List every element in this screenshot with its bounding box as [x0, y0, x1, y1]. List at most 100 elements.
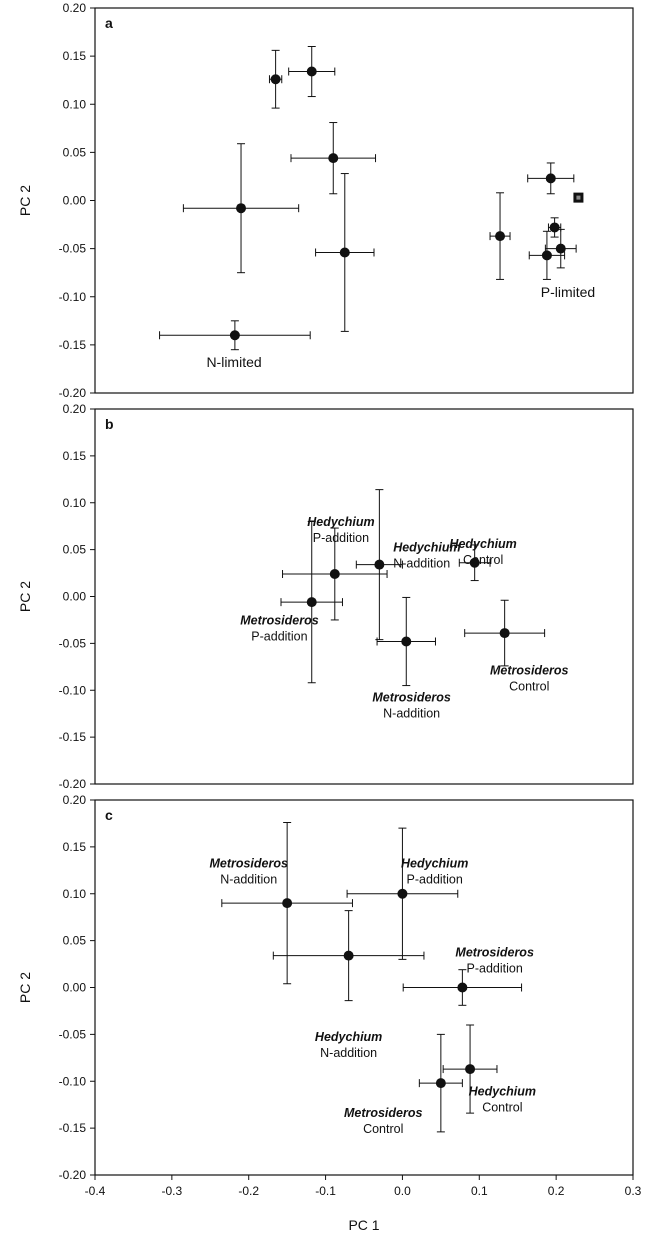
annotation-treatment: P-addition — [251, 630, 307, 644]
annotation-species: Hedychium — [449, 537, 516, 551]
x-tick-label: -0.2 — [238, 1184, 259, 1198]
panel-letter: b — [105, 416, 114, 432]
data-point-group — [282, 527, 388, 621]
data-point-square-inner — [576, 195, 581, 200]
annotation-species: Metrosideros — [372, 691, 451, 705]
y-tick-label: 0.20 — [63, 1, 87, 15]
y-tick-label: 0.05 — [63, 145, 87, 159]
data-point — [270, 74, 281, 85]
annotation-treatment: N-addition — [393, 557, 450, 571]
x-tick-label: 0.0 — [394, 1184, 411, 1198]
data-point-group — [402, 969, 523, 1006]
y-axis-label: PC 2 — [17, 185, 33, 216]
data-point — [549, 222, 560, 233]
y-tick-label: -0.10 — [59, 290, 87, 304]
data-point-group — [464, 599, 546, 667]
annotation-species: Metrosideros — [240, 614, 319, 628]
annotation-species: Metrosideros — [455, 946, 534, 960]
y-tick-label: -0.15 — [59, 338, 87, 352]
data-point — [435, 1078, 446, 1089]
data-point — [555, 243, 566, 254]
data-point — [374, 559, 385, 570]
data-point — [229, 330, 240, 341]
panel-letter: a — [105, 15, 113, 31]
y-tick-label: 0.20 — [63, 793, 87, 807]
data-point-group — [288, 46, 336, 98]
y-tick-label: 0.05 — [63, 543, 87, 557]
data-point-group — [458, 544, 491, 582]
data-point-group — [544, 228, 577, 269]
y-tick-label: 0.15 — [63, 49, 87, 63]
y-axis-label: PC 2 — [17, 581, 33, 612]
x-axis-label: PC 1 — [348, 1217, 379, 1233]
annotation-species: Hedychium — [315, 1030, 382, 1044]
annotation-species: Hedychium — [393, 541, 460, 555]
annotation-species: Metrosideros — [490, 663, 569, 677]
y-tick-label: -0.05 — [59, 636, 87, 650]
annotation-treatment: P-addition — [467, 962, 523, 976]
y-tick-label: -0.05 — [59, 1027, 87, 1041]
y-tick-label: 0.00 — [63, 194, 87, 208]
data-point-group — [159, 320, 311, 351]
data-point — [339, 247, 350, 258]
data-point-group — [290, 122, 377, 195]
data-point-group — [376, 596, 436, 687]
data-point-group — [280, 521, 343, 684]
y-tick-label: -0.15 — [59, 730, 87, 744]
data-point-group — [221, 822, 353, 985]
y-tick-label: -0.10 — [59, 1074, 87, 1088]
data-point — [282, 898, 293, 909]
data-point — [499, 628, 510, 639]
data-point — [329, 569, 340, 579]
plot-frame — [94, 408, 634, 785]
data-point-group — [268, 49, 283, 109]
data-point — [236, 203, 247, 214]
y-tick-label: -0.20 — [59, 1168, 87, 1182]
panel-a: 0.20 0.15 0.10 0.05 0.00 -0.05 -0.10 -0.15 -0.20… — [17, 1, 634, 400]
data-point — [469, 557, 480, 568]
panel-b: 0.20 0.15 0.10 0.05 0.00 -0.05 -0.10 -0.15 -0.20… — [17, 402, 634, 791]
data-point — [306, 597, 317, 608]
data-point — [457, 982, 468, 993]
annotation-treatment: P-addition — [407, 873, 463, 887]
data-point-group — [573, 192, 584, 203]
y-tick-label: 0.10 — [63, 496, 87, 510]
annotation-species: Hedychium — [469, 1084, 536, 1098]
y-tick-label: 0.15 — [63, 840, 87, 854]
annotation-species: Metrosideros — [344, 1106, 423, 1120]
annotation-treatment: Control — [463, 553, 503, 567]
x-tick-label: -0.4 — [85, 1184, 106, 1198]
y-tick-label: -0.20 — [59, 386, 87, 400]
x-tick-label: -0.3 — [162, 1184, 183, 1198]
data-point-group — [527, 162, 575, 195]
annotation-treatment: Control — [363, 1122, 403, 1136]
data-point — [465, 1064, 476, 1075]
data-point-group — [315, 173, 375, 332]
y-tick-label: -0.20 — [59, 777, 87, 791]
annotation-treatment: Control — [509, 679, 549, 693]
y-tick-label: 0.05 — [63, 934, 87, 948]
annotation-treatment: N-addition — [220, 873, 277, 887]
data-point-group — [547, 217, 562, 238]
panel-letter: c — [105, 807, 113, 823]
data-point-group — [272, 910, 425, 1002]
y-tick-label: 0.20 — [63, 402, 87, 416]
group-label: N-limited — [206, 354, 261, 370]
annotation-species: Metrosideros — [209, 857, 288, 871]
annotation-species: Hedychium — [307, 515, 374, 529]
y-tick-label: 0.00 — [63, 590, 87, 604]
y-tick-label: -0.05 — [59, 242, 87, 256]
annotation-treatment: N-addition — [320, 1046, 377, 1060]
x-tick-label: 0.2 — [548, 1184, 565, 1198]
data-point-group — [182, 143, 300, 274]
x-tick-label: 0.3 — [625, 1184, 642, 1198]
data-point-group — [346, 827, 459, 960]
data-point — [397, 888, 408, 899]
data-point — [401, 636, 412, 647]
y-tick-label: 0.10 — [63, 97, 87, 111]
y-axis-label: PC 2 — [17, 972, 33, 1003]
annotation-species: Hedychium — [401, 857, 468, 871]
data-point-group — [528, 230, 566, 280]
group-label: P-limited — [541, 284, 595, 300]
